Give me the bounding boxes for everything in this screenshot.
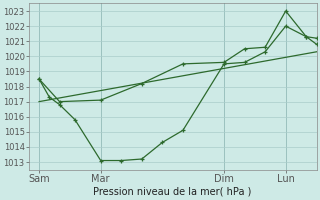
- X-axis label: Pression niveau de la mer( hPa ): Pression niveau de la mer( hPa ): [93, 187, 252, 197]
